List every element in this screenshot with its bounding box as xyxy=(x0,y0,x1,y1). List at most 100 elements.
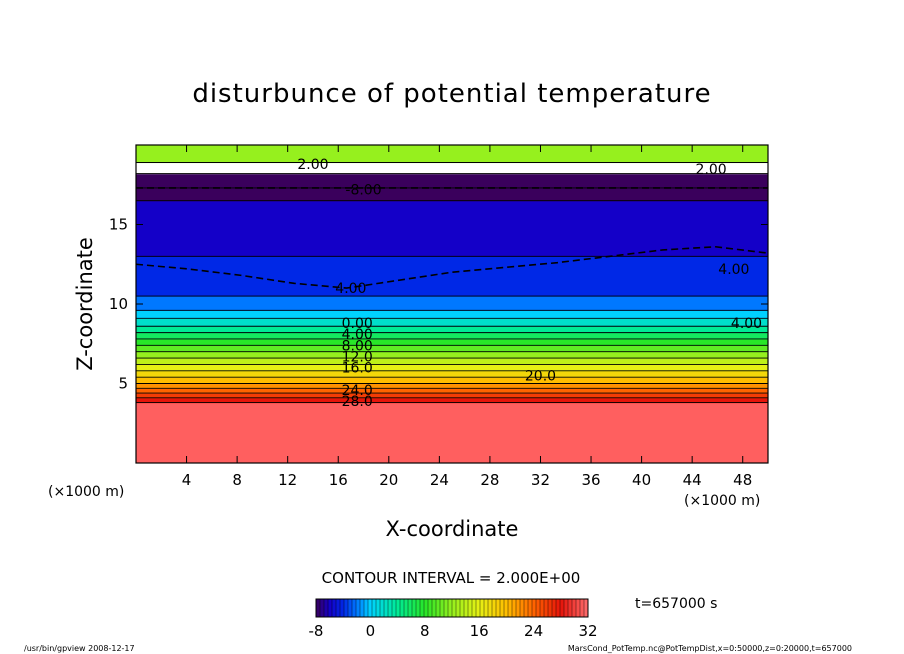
colorbar-swatch xyxy=(548,599,553,617)
colorbar-tick-label: 8 xyxy=(420,622,430,640)
field-layer xyxy=(136,326,768,334)
contour-label: 0.00 xyxy=(342,316,373,332)
colorbar-swatch xyxy=(516,599,521,617)
colorbar-swatch xyxy=(380,599,385,617)
contour-label: 8.00 xyxy=(342,338,373,354)
field-layer xyxy=(136,338,768,346)
colorbar-swatch xyxy=(572,599,577,617)
x-tick-label: 44 xyxy=(683,471,702,489)
field-layer xyxy=(136,383,768,389)
colorbar-swatch xyxy=(384,599,389,617)
colorbar-swatch xyxy=(500,599,505,617)
x-tick-label: 32 xyxy=(531,471,550,489)
x-axis-label: X-coordinate xyxy=(386,517,519,541)
x-tick-label: 40 xyxy=(632,471,651,489)
x-tick-label: 4 xyxy=(182,471,192,489)
time-label: t=657000 s xyxy=(635,596,717,612)
x-tick-label: 28 xyxy=(480,471,499,489)
colorbar-swatch xyxy=(420,599,425,617)
contour-label: 4.00 xyxy=(335,281,366,297)
colorbar-swatch xyxy=(448,599,453,617)
chart-title: disturbunce of potential temperature xyxy=(192,79,711,109)
contour-label: 4.00 xyxy=(342,327,373,343)
contour-label: 2.00 xyxy=(297,157,328,173)
field-layer xyxy=(136,393,768,399)
footer-right: MarsCond_PotTemp.nc@PotTempDist,x=0:5000… xyxy=(568,644,852,653)
colorbar-swatch xyxy=(508,599,513,617)
field-layer xyxy=(136,358,768,366)
colorbar-swatch xyxy=(560,599,565,617)
colorbar-swatch xyxy=(520,599,525,617)
colorbar-swatch xyxy=(324,599,329,617)
colorbar-swatch xyxy=(424,599,429,617)
contour-lines xyxy=(136,162,768,404)
colorbar-swatch xyxy=(436,599,441,617)
colorbar-swatch xyxy=(332,599,337,617)
contour-label: 4.00 xyxy=(731,316,762,332)
colorbar-swatch xyxy=(404,599,409,617)
field-layer xyxy=(136,256,768,297)
colorbar-swatch xyxy=(512,599,517,617)
colorbar-tick-label: 0 xyxy=(366,622,376,640)
colorbar-swatch xyxy=(584,599,589,617)
field-layer xyxy=(136,351,768,359)
colorbar-ticks: -8 0 8 16 24 32 xyxy=(309,622,598,640)
colorbar-swatch xyxy=(364,599,369,617)
colorbar-swatch xyxy=(348,599,353,617)
field-layer xyxy=(136,310,768,319)
x-unit-right: (×1000 m) xyxy=(684,493,760,509)
plot-area xyxy=(136,145,768,463)
colorbar-tick-label: 32 xyxy=(578,622,597,640)
colorbar-swatch xyxy=(376,599,381,617)
colorbar-swatch xyxy=(368,599,373,617)
colorbar-swatch xyxy=(372,599,377,617)
x-tick-label: 8 xyxy=(232,471,242,489)
colorbar-swatch xyxy=(328,599,333,617)
colorbar-swatch xyxy=(408,599,413,617)
colorbar-swatch xyxy=(388,599,393,617)
colorbar-swatch xyxy=(564,599,569,617)
colorbar-swatch xyxy=(428,599,433,617)
field-layer xyxy=(136,296,768,311)
y-tick-label: 15 xyxy=(109,216,128,234)
colorbar-swatch xyxy=(344,599,349,617)
footer-left: /usr/bin/gpview 2008-12-17 xyxy=(24,644,135,653)
x-tick-label: 24 xyxy=(430,471,449,489)
colorbar-swatch xyxy=(392,599,397,617)
colorbar xyxy=(316,599,589,617)
colorbar-swatch xyxy=(340,599,345,617)
field-layer xyxy=(136,388,768,394)
colorbar-swatch xyxy=(552,599,557,617)
colorbar-swatch xyxy=(532,599,537,617)
colorbar-swatch xyxy=(496,599,501,617)
colorbar-swatch xyxy=(468,599,473,617)
field-layer xyxy=(136,345,768,353)
field-layer xyxy=(136,173,768,189)
contour-label: 24.0 xyxy=(342,383,373,399)
contour-label: 28.0 xyxy=(342,394,373,410)
contour-label: 20.0 xyxy=(525,369,556,385)
colorbar-swatch xyxy=(416,599,421,617)
colorbar-swatch xyxy=(504,599,509,617)
colorbar-frame xyxy=(315,598,589,618)
x-tick-label: 20 xyxy=(379,471,398,489)
x-unit-left: (×1000 m) xyxy=(48,484,124,500)
colorbar-swatch xyxy=(492,599,497,617)
colorbar-tick-label: 16 xyxy=(470,622,489,640)
field-layer xyxy=(136,145,768,164)
y-axis-ticks: 5 10 15 xyxy=(109,216,768,393)
field-layer xyxy=(136,364,768,372)
colorbar-swatch xyxy=(432,599,437,617)
colorbar-swatch xyxy=(464,599,469,617)
x-tick-label: 12 xyxy=(278,471,297,489)
colorbar-swatch xyxy=(412,599,417,617)
field-layer xyxy=(136,332,768,340)
y-tick-label: 5 xyxy=(118,375,128,393)
y-tick-label: 10 xyxy=(109,295,128,313)
colorbar-tick-label: -8 xyxy=(309,622,324,640)
field-layer xyxy=(136,377,768,385)
x-tick-label: 16 xyxy=(329,471,348,489)
x-tick-label: 48 xyxy=(733,471,752,489)
colorbar-swatch xyxy=(336,599,341,617)
field-layer xyxy=(136,370,768,378)
